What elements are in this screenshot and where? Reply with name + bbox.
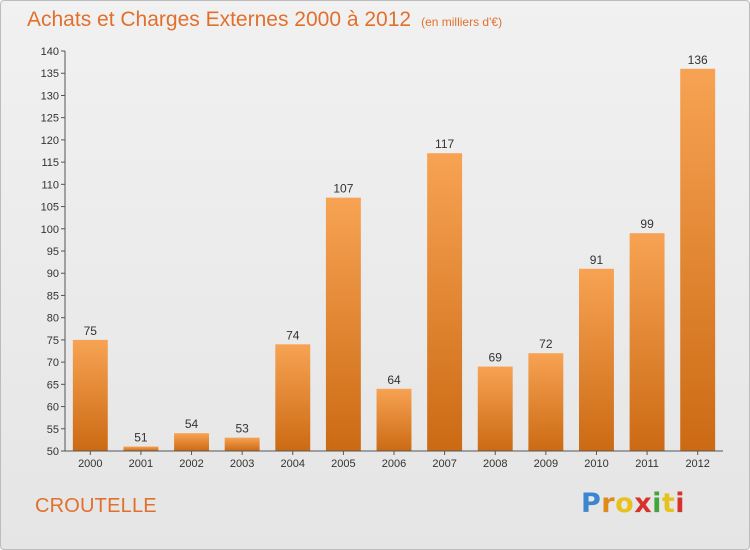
x-tick-label: 2001: [129, 458, 153, 470]
y-tick-label: 110: [41, 179, 59, 191]
bar: [629, 233, 665, 451]
y-tick-label: 120: [41, 135, 59, 147]
bars: 75 51 54 53 74 107 64 117 69 72 91 99 136: [72, 53, 716, 452]
logo-letter: i: [675, 488, 686, 519]
chart-subtitle: (en milliers d'€): [421, 15, 503, 29]
x-tick-label: 2008: [483, 458, 507, 470]
y-axis: 50 55 60 65 70 75 80 85 90 95 100 105 110 115 120 125 13…: [41, 46, 66, 458]
x-tick-label: 2012: [685, 458, 709, 470]
chart-title: Achats et Charges Externes 2000 à 2012 (e…: [27, 8, 502, 32]
y-tick-label: 135: [41, 68, 59, 80]
bar: [376, 388, 412, 451]
logo-letter: i: [652, 488, 662, 519]
y-tick-label: 50: [47, 446, 59, 458]
x-tick-label: 2011: [635, 458, 659, 470]
x-tick-label: 2006: [382, 458, 406, 470]
bar-value-label: 72: [539, 337, 553, 351]
bar-value-label: 69: [489, 351, 503, 365]
bar: [477, 366, 513, 451]
bar: [325, 197, 361, 451]
y-tick-label: 95: [47, 246, 59, 258]
bar-value-label: 51: [134, 431, 148, 445]
y-tick-label: 125: [41, 113, 59, 125]
bar: [123, 446, 159, 451]
logo-letter: t: [661, 488, 676, 519]
y-tick-label: 70: [47, 357, 59, 369]
y-tick-label: 55: [47, 424, 59, 436]
bar-value-label: 54: [185, 417, 199, 431]
x-tick-label: 2004: [281, 458, 305, 470]
logo-letter: x: [634, 488, 653, 519]
x-tick-label: 2002: [179, 458, 203, 470]
bar-value-label: 136: [688, 53, 708, 67]
x-tick-label: 2005: [331, 458, 355, 470]
x-axis: 2000 2001 2002 2003 2004 2005 2006 2007 2008 2009…: [65, 450, 723, 470]
y-tick-label: 115: [41, 157, 59, 169]
bar: [578, 268, 614, 451]
bar-value-label: 91: [590, 253, 604, 267]
y-tick-label: 100: [41, 224, 59, 236]
logo-letter: P: [581, 488, 602, 519]
bar-value-label: 64: [387, 373, 401, 387]
bar-value-label: 53: [235, 422, 249, 436]
bar: [275, 344, 311, 451]
y-tick-label: 85: [47, 290, 59, 302]
x-tick-label: 2010: [584, 458, 608, 470]
y-tick-label: 65: [47, 379, 59, 391]
bar-value-label: 99: [640, 217, 654, 231]
y-tick-label: 140: [41, 46, 59, 58]
x-tick-label: 2000: [78, 458, 102, 470]
bar-value-label: 74: [286, 328, 300, 342]
bar: [174, 433, 210, 451]
bar: [427, 153, 463, 451]
bar: [224, 437, 260, 451]
bar: [72, 339, 108, 451]
y-tick-label: 105: [41, 202, 59, 214]
bar: [528, 353, 564, 451]
x-tick-label: 2007: [432, 458, 456, 470]
y-tick-label: 75: [47, 335, 59, 347]
bar-value-label: 117: [435, 137, 454, 151]
bar-value-label: 75: [84, 324, 98, 338]
x-tick-label: 2009: [534, 458, 558, 470]
y-tick-label: 80: [47, 313, 59, 325]
x-tick-label: 2003: [230, 458, 254, 470]
y-tick-label: 90: [47, 268, 59, 280]
y-tick-label: 130: [41, 90, 59, 102]
logo-letter: r: [601, 488, 616, 519]
logo-letter: o: [615, 488, 635, 519]
y-tick-label: 60: [47, 402, 59, 414]
commune-name: CROUTELLE: [35, 495, 157, 517]
bar: [680, 68, 716, 452]
proxiti-logo: Proxiti: [581, 488, 685, 519]
bar-value-label: 107: [333, 182, 353, 196]
chart-title-text: Achats et Charges Externes 2000 à 2012: [27, 8, 412, 31]
